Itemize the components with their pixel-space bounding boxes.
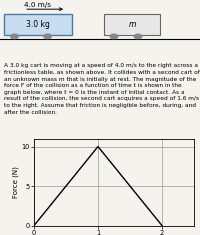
- Text: m: m: [128, 20, 136, 29]
- FancyBboxPatch shape: [4, 14, 72, 35]
- Text: A 3.0 kg cart is moving at a speed of 4.0 m/s to the right across a
frictionless: A 3.0 kg cart is moving at a speed of 4.…: [4, 63, 200, 115]
- Ellipse shape: [134, 34, 142, 39]
- Ellipse shape: [44, 34, 51, 39]
- Ellipse shape: [110, 34, 118, 39]
- Text: 3.0 kg: 3.0 kg: [26, 20, 50, 29]
- FancyBboxPatch shape: [104, 14, 160, 35]
- Text: 4.0 m/s: 4.0 m/s: [24, 2, 51, 8]
- Ellipse shape: [11, 34, 18, 39]
- Y-axis label: Force (N): Force (N): [12, 166, 19, 198]
